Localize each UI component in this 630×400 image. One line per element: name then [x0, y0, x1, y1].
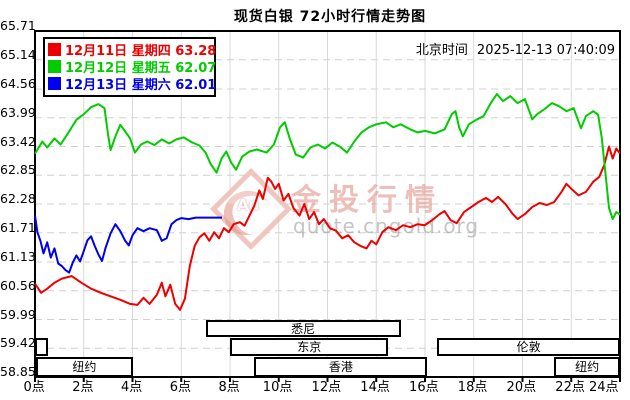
- session-box-伦敦: 伦敦: [437, 338, 620, 356]
- session-box-纽约: 纽约: [554, 357, 620, 377]
- x-axis-label: 18点: [457, 380, 488, 395]
- y-axis-label: 63.99: [0, 104, 36, 120]
- legend-row: 12月12日 星期五 62.07: [48, 58, 216, 76]
- y-axis-label: 64.56: [0, 76, 36, 91]
- beijing-time-label: 北京时间: [415, 43, 468, 58]
- x-axis-label: 20点: [506, 380, 537, 395]
- x-axis-label: 24点: [589, 380, 619, 395]
- legend-box: 12月11日 星期四 63.28 12月12日 星期五 62.07 12月13日 星…: [43, 37, 216, 97]
- x-axis-label: 14点: [360, 380, 390, 395]
- y-axis-label: 62.85: [0, 162, 36, 178]
- x-axis-label: 16点: [409, 380, 439, 395]
- legend-row: 12月13日 星期六 62.01: [48, 75, 216, 93]
- x-axis-label: 4点: [121, 380, 143, 395]
- session-box-东京: 东京: [230, 338, 389, 356]
- x-axis-label: 2点: [72, 380, 94, 395]
- legend-label: 12月13日 星期六 62.01: [65, 78, 217, 93]
- x-axis-label: 6点: [169, 380, 192, 395]
- y-axis-label: 65.14: [0, 46, 36, 62]
- legend-row: 12月11日 星期四 63.28: [48, 41, 216, 59]
- legend-color-swatch: [48, 77, 61, 90]
- watermark-logo-text: Au: [237, 195, 260, 214]
- x-axis-label: 10点: [262, 380, 293, 395]
- y-axis-label: 65.71: [0, 18, 36, 33]
- session-box-悉尼: 悉尼: [205, 320, 401, 337]
- legend-color-swatch: [48, 43, 61, 56]
- x-axis-label: 12点: [311, 380, 342, 395]
- x-axis-label: 0点: [23, 380, 45, 395]
- y-axis-label: 58.85: [0, 364, 36, 379]
- watermark-logo: Au: [209, 167, 293, 251]
- watermark-brand: 金投行情: [291, 183, 443, 218]
- watermark-url: quote.cngold.org: [293, 214, 480, 238]
- y-axis-label: 59.42: [0, 335, 36, 351]
- page-title: 现货白银 72小时行情走势图: [233, 9, 427, 25]
- y-axis-label: 61.13: [0, 249, 36, 264]
- beijing-time: 北京时间 2025-12-13 07:40:09: [416, 39, 615, 58]
- x-axis-label: 8点: [218, 380, 240, 395]
- y-axis-label: 62.28: [0, 191, 36, 206]
- x-axis-label: 22点: [555, 380, 585, 395]
- y-axis-label: 63.42: [0, 133, 36, 149]
- y-axis-label: 59.99: [0, 306, 36, 322]
- y-axis-label: 61.71: [0, 219, 36, 235]
- legend-color-swatch: [48, 60, 61, 73]
- session-box: [35, 338, 49, 356]
- session-box-纽约: 纽约: [36, 357, 133, 377]
- beijing-time-value: 2025-12-13 07:40:09: [476, 43, 615, 58]
- session-box-香港: 香港: [254, 357, 428, 377]
- y-axis-label: 60.56: [0, 277, 36, 293]
- price-line-12月13日 星期六: [34, 215, 222, 274]
